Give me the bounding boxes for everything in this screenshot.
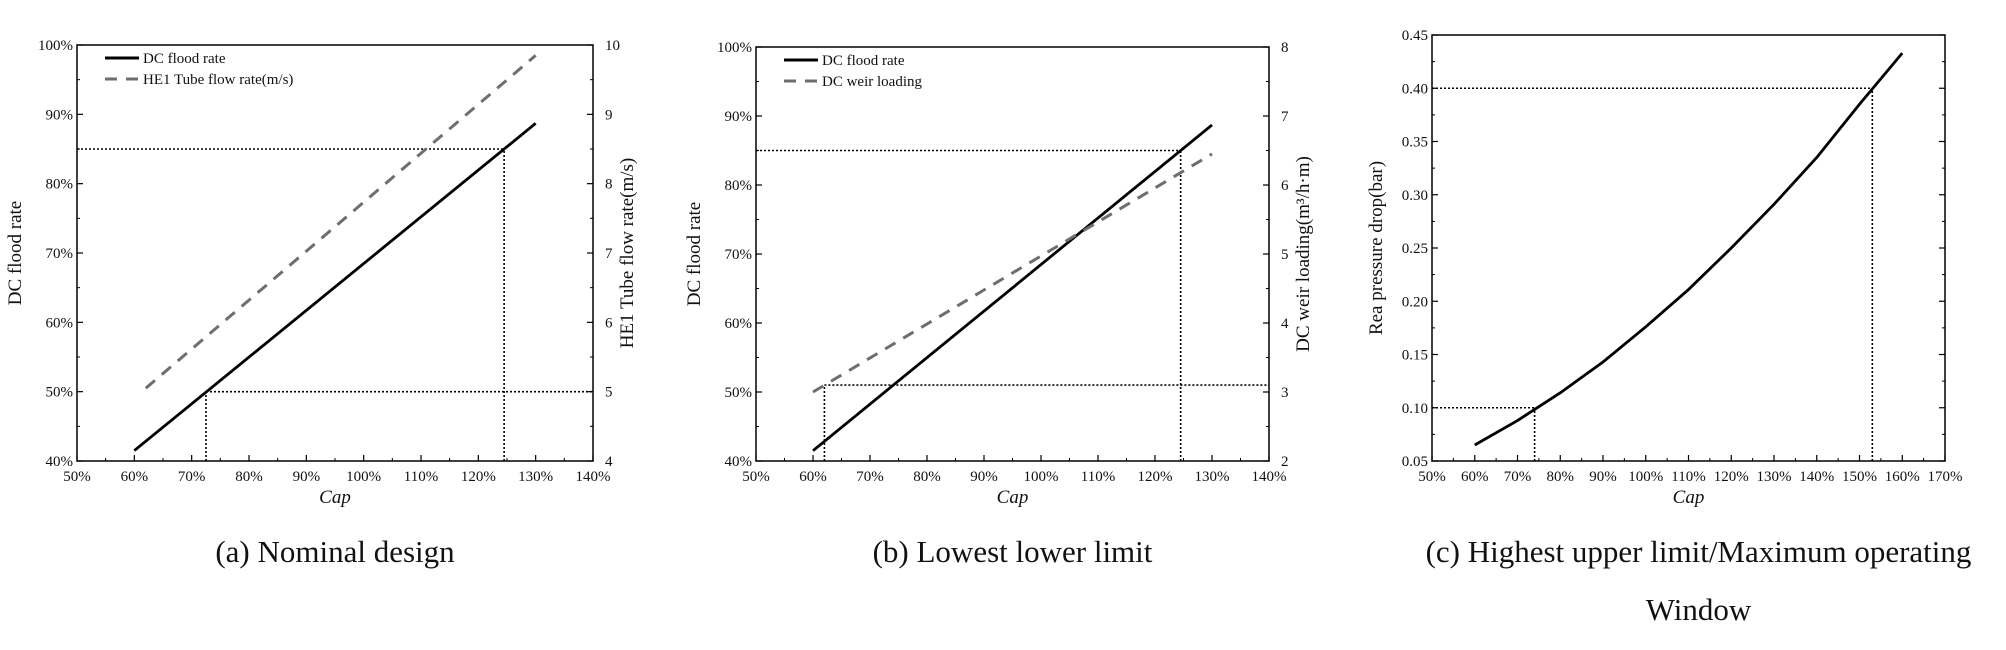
y2-tick-label: 8 (1281, 40, 1289, 56)
y-tick-label: 0.45 (1402, 28, 1428, 44)
x-tick-label: 70% (1504, 469, 1532, 485)
x-tick-label: 140% (1252, 469, 1287, 485)
y-tick-label: 40% (725, 454, 753, 470)
x-tick-label: 130% (1195, 469, 1230, 485)
x-tick-label: 140% (576, 469, 611, 485)
x-tick-label: 60% (121, 469, 149, 485)
x-tick-label: 130% (1757, 469, 1792, 485)
x-tick-label: 100% (1024, 469, 1059, 485)
panel-caption: (b) Lowest lower limit (873, 534, 1153, 569)
x-tick-label: 80% (1547, 469, 1575, 485)
x-tick-label: 160% (1885, 469, 1920, 485)
plot-frame (755, 46, 1270, 462)
legend-label: DC flood rate (822, 53, 905, 69)
chart-panel-c: 50% 60% 70% 80% 90% 100% 110% 120% 130% 140% 150% 1… (1366, 28, 1971, 627)
y-tick-label: 50% (725, 385, 753, 401)
x-tick-label: 100% (1628, 469, 1663, 485)
y-tick-label: 0.15 (1402, 348, 1428, 364)
x-tick-label: 60% (1461, 469, 1489, 485)
y-tick-label: 50% (46, 385, 74, 401)
series-line-2 (812, 152, 1213, 394)
series-line-1 (133, 122, 537, 452)
x-tick-label: 170% (1928, 469, 1963, 485)
x-tick-label: 80% (913, 469, 941, 485)
x-tick-label: 70% (178, 469, 206, 485)
x-axis-label: Cap (997, 487, 1029, 508)
legend-label: DC weir loading (822, 74, 922, 90)
x-tick-label: 90% (970, 469, 998, 485)
y-tick-label: 90% (46, 107, 74, 123)
x-axis-label: Cap (1673, 487, 1705, 508)
y-tick-label: 0.30 (1402, 188, 1428, 204)
series-line-2 (144, 54, 537, 390)
x-tick-label: 120% (1138, 469, 1173, 485)
y-tick-label: 70% (46, 246, 74, 262)
panel-caption: (c) Highest upper limit/Maximum operatin… (1426, 534, 1972, 569)
plot-frame (1431, 34, 1946, 462)
x-tick-label: 50% (742, 469, 770, 485)
series-line-1 (812, 123, 1213, 452)
panel-caption-line2: Window (1646, 592, 1752, 627)
x-tick-label: 60% (799, 469, 827, 485)
y2-tick-label: 7 (1281, 109, 1289, 125)
plot-frame (76, 44, 594, 462)
y2-axis-label: HE1 Tube flow rate(m/s) (617, 158, 638, 349)
legend-label: DC flood rate (143, 51, 226, 67)
y-tick-label: 60% (46, 315, 74, 331)
y-axis-label: DC flood rate (684, 202, 705, 306)
y-tick-label: 0.05 (1402, 454, 1428, 470)
y-axis-label: Rea pressure drop(bar) (1366, 161, 1387, 335)
x-tick-label: 50% (1418, 469, 1446, 485)
y-tick-label: 80% (725, 178, 753, 194)
y2-tick-label: 3 (1281, 385, 1289, 401)
y-tick-label: 80% (46, 177, 74, 193)
x-tick-label: 70% (856, 469, 884, 485)
y-tick-label: 0.40 (1402, 81, 1428, 97)
x-tick-label: 140% (1799, 469, 1834, 485)
y2-tick-label: 10 (605, 38, 620, 54)
y2-tick-label: 2 (1281, 454, 1289, 470)
y2-tick-label: 5 (605, 385, 613, 401)
y-tick-label: 0.35 (1402, 135, 1428, 151)
y-tick-label: 60% (725, 316, 753, 332)
y2-tick-label: 9 (605, 107, 613, 123)
x-tick-label: 90% (293, 469, 321, 485)
x-tick-label: 110% (404, 469, 438, 485)
x-tick-label: 130% (518, 469, 553, 485)
y-tick-label: 90% (725, 109, 753, 125)
x-tick-label: 50% (63, 469, 91, 485)
y-axis-label: DC flood rate (5, 201, 26, 305)
y-tick-label: 40% (46, 454, 74, 470)
x-tick-label: 120% (1714, 469, 1749, 485)
x-tick-label: 120% (461, 469, 496, 485)
panel-caption: (a) Nominal design (215, 534, 455, 569)
x-tick-label: 110% (1671, 469, 1705, 485)
chart-panel-a: 50% 60% 70% 80% 90% 100% 110% 120% 130% 140%40%50… (5, 38, 638, 569)
y-tick-label: 100% (38, 38, 73, 54)
x-tick-label: 100% (346, 469, 381, 485)
x-tick-label: 150% (1842, 469, 1877, 485)
y-tick-label: 70% (725, 247, 753, 263)
y2-tick-label: 6 (605, 315, 613, 331)
y-tick-label: 0.25 (1402, 241, 1428, 257)
legend-label: HE1 Tube flow rate(m/s) (143, 72, 293, 88)
x-tick-label: 80% (235, 469, 263, 485)
y2-tick-label: 4 (605, 454, 613, 470)
y2-tick-label: 8 (605, 177, 613, 193)
y2-tick-label: 7 (605, 246, 613, 262)
x-tick-label: 90% (1589, 469, 1617, 485)
series-line-1 (1474, 52, 1904, 447)
y2-tick-label: 4 (1281, 316, 1289, 332)
y-tick-label: 0.20 (1402, 294, 1428, 310)
y-tick-label: 0.10 (1402, 401, 1428, 417)
y2-tick-label: 5 (1281, 247, 1289, 263)
x-tick-label: 110% (1081, 469, 1115, 485)
y2-axis-label: DC weir loading(m³/h·m) (1293, 156, 1314, 352)
x-axis-label: Cap (319, 487, 351, 508)
chart-panel-b: 50% 60% 70% 80% 90% 100% 110% 120% 130% 140%40%50… (684, 40, 1314, 569)
y2-tick-label: 6 (1281, 178, 1289, 194)
y-tick-label: 100% (717, 40, 752, 56)
